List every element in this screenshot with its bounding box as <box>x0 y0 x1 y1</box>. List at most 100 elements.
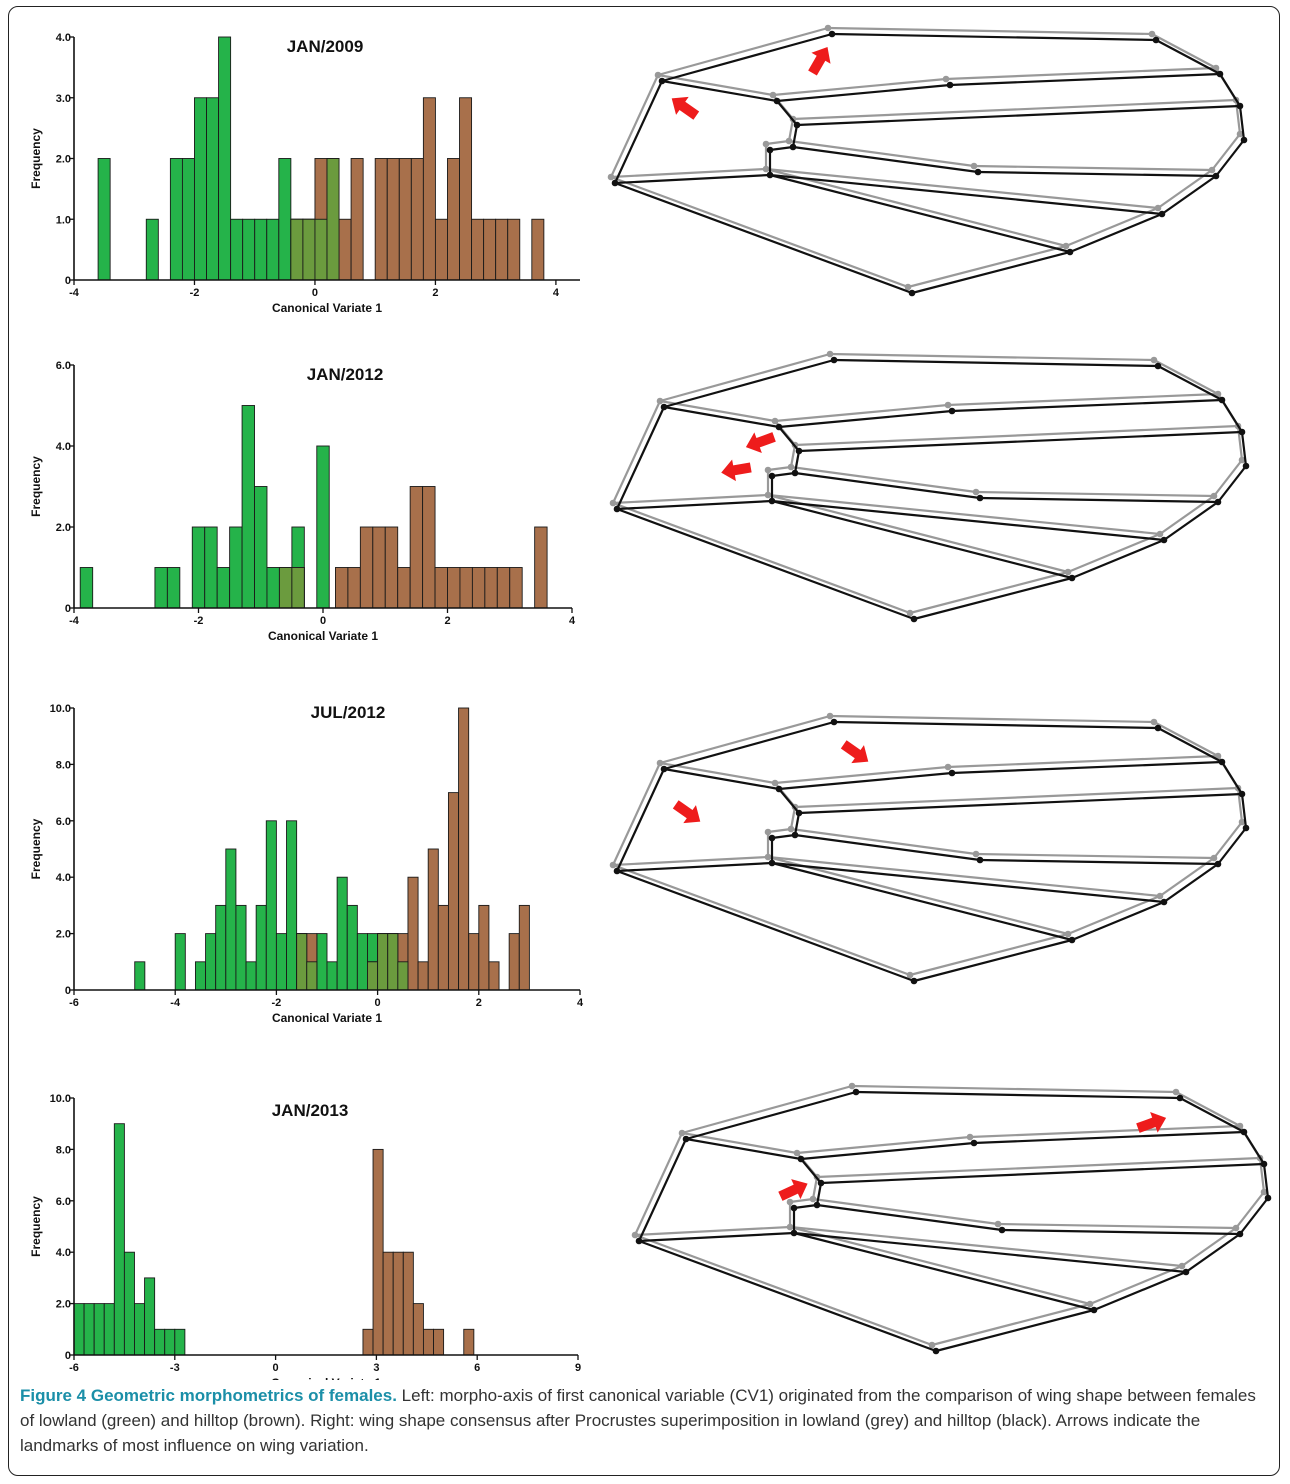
wing-outline <box>833 358 1159 368</box>
wing-outline <box>659 714 831 765</box>
wing-vein <box>789 806 797 830</box>
lowland-bar <box>169 158 183 281</box>
lowland-bar <box>326 961 338 991</box>
wing-landmark <box>1214 860 1222 868</box>
wing-landmark <box>974 168 982 176</box>
hilltop-bar <box>531 218 545 281</box>
overlap-bar <box>296 933 308 991</box>
wing-landmark <box>1150 356 1158 364</box>
wing-outline <box>614 181 913 295</box>
wing-vein <box>778 409 953 429</box>
wing-outline <box>661 32 833 83</box>
wing-vein <box>791 124 799 148</box>
wing-vein <box>969 1124 1241 1139</box>
hilltop-bar <box>488 961 500 991</box>
hilltop-bar <box>434 567 448 609</box>
wing-vein <box>769 145 794 152</box>
wing-landmark <box>635 1237 643 1245</box>
wing-outline <box>1262 1163 1270 1199</box>
wing-outline <box>685 1090 857 1141</box>
x-tick-label: 4 <box>569 615 576 627</box>
wing-landmark <box>773 97 781 105</box>
wing-vein <box>769 173 1163 216</box>
x-tick-label: -6 <box>69 997 79 1009</box>
wing-vein <box>789 444 797 468</box>
wing-landmark <box>1218 758 1226 766</box>
wing-outline <box>1163 863 1219 903</box>
wing-landmark <box>826 712 834 720</box>
wing-outline <box>1153 359 1219 395</box>
histogram-1: -4 -2 0 2 4 0 1.0 2.0 3.0 4.0 JAN/2009 Canonical Va… <box>29 32 580 315</box>
y-tick-label: 6.0 <box>56 360 71 372</box>
arrow-marker <box>745 432 776 454</box>
wing-outline <box>1213 459 1243 497</box>
lowland-bar <box>242 218 256 281</box>
arrow-marker <box>721 459 752 482</box>
wing-landmark <box>828 30 836 38</box>
wing-landmark <box>764 491 772 499</box>
histogram-4: -6 -3 0 3 6 9 0 2.0 4.0 6.0 8.0 10.0 JAN/2013 Canonic… <box>29 1093 581 1380</box>
x-tick-label: 3 <box>373 1362 379 1374</box>
lowland-bar <box>215 904 227 991</box>
x-tick-label: -2 <box>272 997 282 1009</box>
overlap-bar <box>290 218 304 281</box>
lowland-bar <box>265 820 277 991</box>
lowland-bar <box>103 1303 115 1356</box>
wing-landmark <box>609 499 617 507</box>
wing-vein <box>816 1156 1261 1179</box>
lowland-bar <box>174 1328 186 1356</box>
wing-landmark <box>817 1179 825 1187</box>
lowland-bar <box>235 904 247 991</box>
wing-outline <box>1211 133 1241 171</box>
wing-landmark <box>809 1195 817 1203</box>
wing-vein <box>796 1135 971 1155</box>
wing-landmark <box>946 81 954 89</box>
wing-outline <box>831 32 1157 42</box>
wing-vein <box>949 72 1221 87</box>
wing-vein <box>765 167 1159 210</box>
wing-vein <box>659 761 776 785</box>
lowland-bar <box>93 1303 105 1356</box>
wing-vein <box>767 827 792 834</box>
lowland-bar <box>164 1328 176 1356</box>
figure-panels: -4 -2 0 2 4 0 1.0 2.0 3.0 4.0 JAN/2009 Canonical Va… <box>29 24 1272 1380</box>
wing-outline <box>681 1084 853 1135</box>
wing-landmark <box>904 283 912 291</box>
hilltop-bar <box>422 1328 434 1356</box>
wing-landmark <box>768 834 776 842</box>
wing-vein <box>612 855 769 867</box>
hilltop-bar <box>392 1251 404 1356</box>
wing-outline <box>1219 73 1241 107</box>
wing-vein <box>771 861 1073 942</box>
lowland-bar <box>278 158 292 281</box>
x-tick-label: 0 <box>312 287 318 299</box>
wing-landmark <box>769 91 777 99</box>
wing-landmark <box>1064 930 1072 938</box>
wing-landmark <box>654 71 662 79</box>
hilltop-bar <box>410 158 424 281</box>
wing-vein <box>788 139 975 168</box>
y-tick-label: 2.0 <box>56 1299 71 1311</box>
wing-vein <box>977 170 1217 178</box>
x-tick-label: 4 <box>553 287 560 299</box>
wing-vein <box>767 493 1161 536</box>
wing-outline <box>1240 793 1248 829</box>
wing-landmark <box>607 173 615 181</box>
wing-outline <box>1093 1270 1187 1312</box>
lowland-bar <box>97 158 111 281</box>
wing-landmark <box>787 463 795 471</box>
wing-landmark <box>678 1129 686 1137</box>
hilltop-bar <box>372 526 386 609</box>
hilltop-bar <box>412 1303 424 1356</box>
y-tick-label: 4.0 <box>56 1247 71 1259</box>
wing-vein <box>812 1197 999 1226</box>
lowland-bar <box>346 904 358 991</box>
wing-landmark <box>1218 396 1226 404</box>
wing-landmark <box>972 850 980 858</box>
x-tick-label: 2 <box>476 997 482 1009</box>
wing-lowland-1 <box>607 24 1244 291</box>
wing-outline <box>907 244 1067 289</box>
lowland-bar <box>255 904 267 991</box>
wing-outline <box>851 1084 1177 1094</box>
wing-landmark <box>830 356 838 364</box>
